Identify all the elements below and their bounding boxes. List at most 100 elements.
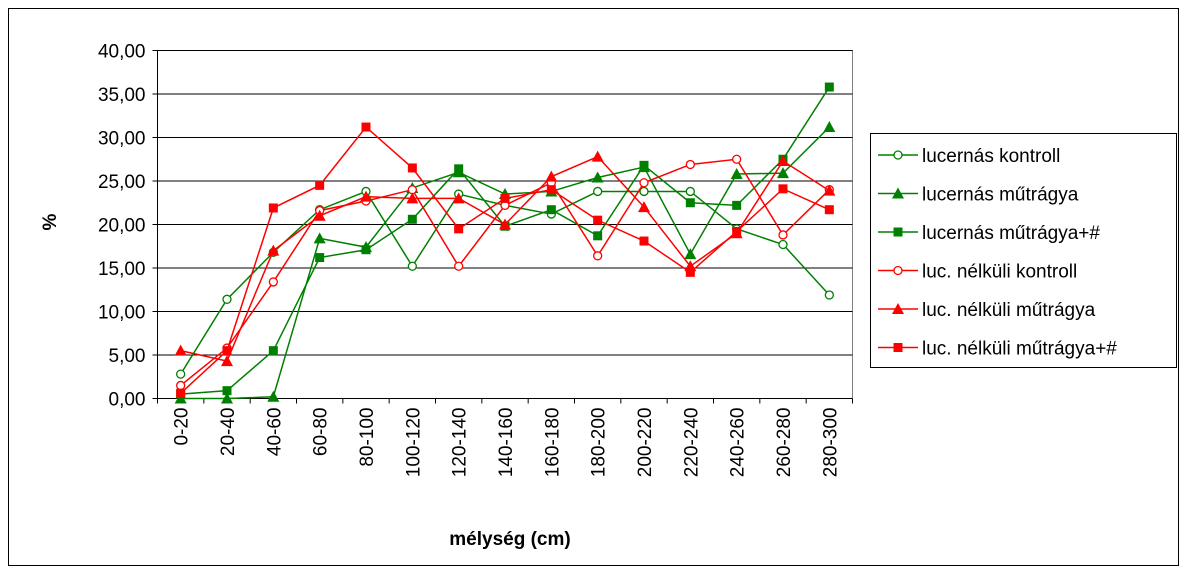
marker [685,198,695,208]
legend-label: lucernás műtrágya [922,185,1079,206]
marker [639,178,649,188]
y-tick-label: 25,00 [98,172,146,193]
x-tick-label: 20-40 [218,408,239,457]
y-tick-label: 15,00 [98,259,146,280]
marker [824,82,834,92]
legend-marker [892,303,904,314]
x-tick-label: 100-120 [403,408,424,478]
legend [870,133,1177,368]
x-tick-label: 280-300 [820,408,841,478]
marker [222,346,232,356]
legend-label: lucernás műtrágya+# [922,223,1100,244]
marker [221,355,233,367]
x-tick-label: 200-220 [635,408,656,478]
marker [591,171,604,183]
marker [268,203,278,213]
marker [732,200,742,210]
marker [593,251,603,261]
legend-label: luc. nélküli kontroll [922,262,1077,283]
marker [315,180,325,190]
x-tick-label: 60-80 [311,408,332,457]
x-tick-label: 180-200 [589,408,610,478]
marker [176,380,186,391]
marker [500,193,510,203]
marker [407,163,417,173]
y-tick-label: 30,00 [98,129,146,150]
marker [267,390,280,402]
legend-marker [892,187,904,199]
marker [407,261,417,271]
marker [546,185,556,195]
marker [777,154,789,166]
marker [638,201,650,213]
marker [591,150,604,162]
marker [732,226,742,236]
marker [454,164,464,174]
marker [545,170,558,182]
marker [176,369,186,379]
y-tick-label: 40,00 [98,42,146,63]
marker [406,192,419,204]
marker [452,192,465,204]
marker [221,392,233,404]
marker [315,253,325,263]
marker [824,290,834,300]
legend-marker [893,343,903,352]
marker [593,231,603,241]
marker [313,232,326,244]
marker [593,215,603,225]
y-tick-label: 20,00 [98,216,146,237]
y-tick-label: 35,00 [98,85,146,106]
marker [268,346,278,356]
marker [823,121,836,133]
marker [777,167,789,179]
legend-marker [893,265,903,276]
marker [823,184,836,196]
legend-label: lucernás kontroll [922,146,1060,167]
marker [685,267,695,277]
marker [824,205,834,215]
legend-label: luc. nélküli műtrágya+# [922,339,1117,360]
marker [639,186,649,197]
marker [222,294,232,304]
marker [732,154,742,164]
legend-label: luc. nélküli műtrágya [922,300,1096,321]
x-tick-label: 260-280 [774,408,795,478]
x-tick-label: 40-60 [264,408,285,457]
marker [407,214,417,224]
y-tick-label: 5,00 [109,346,146,367]
marker [313,209,326,221]
marker [267,244,280,256]
marker [268,277,278,287]
legend-marker [893,150,903,160]
x-tick-label: 140-160 [496,408,517,478]
marker [778,239,788,250]
marker [454,261,464,271]
marker [730,168,743,180]
marker [685,186,695,197]
marker [360,190,372,202]
marker [639,236,649,246]
marker [546,205,556,215]
marker [361,245,371,255]
marker [639,160,649,170]
x-tick-label: 80-100 [357,408,378,467]
marker [778,230,788,240]
legend-marker [893,227,903,237]
marker [593,186,603,197]
x-tick-label: 0-20 [172,408,193,446]
marker [684,248,697,260]
x-tick-label: 220-240 [681,408,702,478]
marker [222,386,232,396]
x-tick-label: 120-140 [450,408,471,478]
marker [176,388,186,398]
marker [499,218,511,230]
y-axis-title: % [40,213,61,230]
x-tick-label: 240-260 [728,408,749,478]
y-tick-label: 10,00 [98,303,146,324]
x-axis-title: mélység (cm) [449,529,570,550]
y-tick-label: 0,00 [109,390,146,411]
marker [361,122,371,132]
marker [685,159,695,170]
